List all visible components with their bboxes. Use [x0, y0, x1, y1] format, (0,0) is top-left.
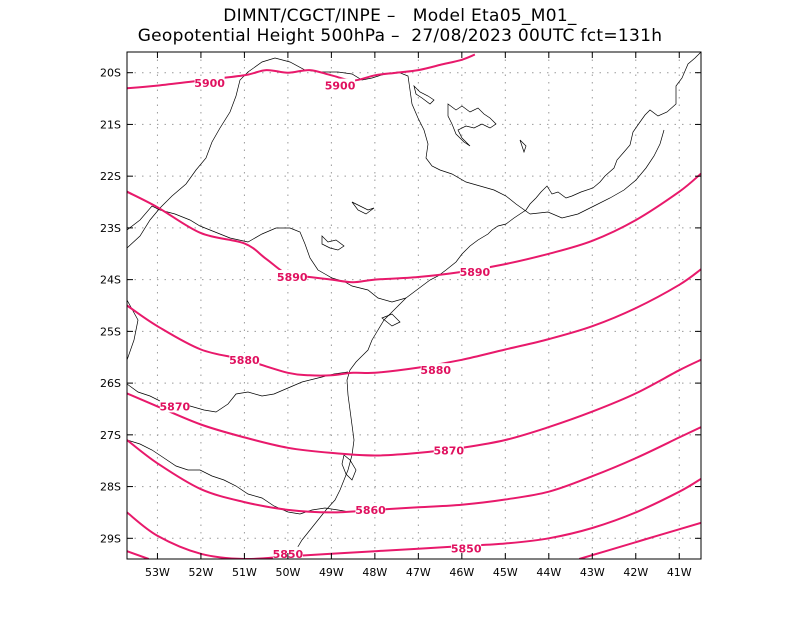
- y-tick-label: 27S: [100, 429, 121, 442]
- contour-label-bg: [459, 264, 490, 278]
- contour-label-5880: 5880: [229, 354, 260, 367]
- y-tick-label: 23S: [100, 222, 121, 235]
- state-border-sc-rs: [127, 439, 351, 515]
- y-tick-label: 24S: [100, 274, 121, 287]
- longitude-axis: 53W 52W 51W 50W 49W 48W 47W 46W 45W 44W 43W 42W 41W: [145, 52, 692, 579]
- contour-label-5880: 5880: [420, 364, 451, 377]
- contour-5850: [127, 477, 701, 559]
- contour-labels: 5900 5900 5890 5890 5880 5880 5870 5870 5860 5850…: [160, 76, 491, 561]
- contour-label-bg: [355, 502, 386, 516]
- contour-label-5900: 5900: [325, 80, 356, 93]
- reservoir-capivara: [321, 235, 345, 251]
- x-tick-label: 51W: [232, 566, 257, 579]
- state-border-mg-rj: [529, 129, 665, 219]
- contour-5860: [127, 426, 701, 514]
- y-tick-label: 22S: [100, 170, 121, 183]
- map-background: [127, 52, 701, 559]
- x-tick-label: 45W: [493, 566, 518, 579]
- contour-label-bg: [159, 399, 190, 413]
- contour-label-5890: 5890: [460, 266, 491, 279]
- chart-title-line1: DIMNT/CGCT/INPE – Model Eta05_M01_: [223, 6, 577, 26]
- state-border-sp-mg: [127, 57, 531, 249]
- reservoir-furnas: [413, 84, 435, 105]
- islet: [519, 139, 527, 154]
- contour-label-bg: [229, 352, 260, 366]
- x-tick-label: 48W: [362, 566, 387, 579]
- contour-label-5860: 5860: [355, 504, 386, 517]
- contour-label-bg: [277, 270, 308, 284]
- reservoir-tiete: [351, 201, 375, 215]
- height-contours: [127, 53, 701, 559]
- lagoon-south: [341, 454, 357, 481]
- coastline-and-borders: [127, 52, 701, 559]
- chart-title-line2: Geopotential Height 500hPa – 27/08/2023 …: [137, 26, 663, 46]
- y-tick-label: 25S: [100, 325, 121, 338]
- x-tick-label: 53W: [145, 566, 170, 579]
- contour-5870: [127, 358, 701, 457]
- latitude-axis: 20S 21S 22S 23S 24S 25S 26S 27S 28S 29S: [100, 67, 701, 545]
- reservoir-grande: [447, 103, 497, 147]
- state-border-pr-sp: [127, 205, 407, 303]
- bay-paranagua: [381, 313, 401, 327]
- x-tick-label: 49W: [319, 566, 344, 579]
- contour-label-bg: [451, 541, 482, 555]
- contour-label-5890: 5890: [277, 271, 308, 284]
- y-tick-label: 28S: [100, 481, 121, 494]
- y-tick-label: 20S: [100, 67, 121, 80]
- y-tick-label: 29S: [100, 532, 121, 545]
- map-frame: [126, 51, 702, 560]
- contour-label-5870: 5870: [433, 444, 464, 457]
- contour-5890: [127, 172, 701, 284]
- contour-label-5850: 5850: [451, 543, 482, 556]
- contour-5840-east: [578, 521, 701, 559]
- contour-label-bg: [194, 76, 225, 90]
- x-tick-label: 50W: [275, 566, 300, 579]
- x-tick-label: 52W: [188, 566, 213, 579]
- contour-label-bg: [433, 443, 464, 457]
- contour-label-5870: 5870: [160, 400, 191, 413]
- x-tick-label: 41W: [667, 566, 692, 579]
- x-tick-label: 47W: [406, 566, 431, 579]
- contour-label-bg: [325, 78, 356, 92]
- x-tick-label: 42W: [623, 566, 648, 579]
- x-tick-label: 43W: [580, 566, 605, 579]
- x-tick-label: 46W: [449, 566, 474, 579]
- y-tick-label: 26S: [100, 377, 121, 390]
- contour-label-5900: 5900: [194, 77, 225, 90]
- x-tick-label: 44W: [536, 566, 561, 579]
- atlantic-coastline: [289, 52, 701, 559]
- contour-5840: [127, 550, 150, 559]
- contour-label-bg: [420, 363, 451, 377]
- y-tick-label: 21S: [100, 118, 121, 131]
